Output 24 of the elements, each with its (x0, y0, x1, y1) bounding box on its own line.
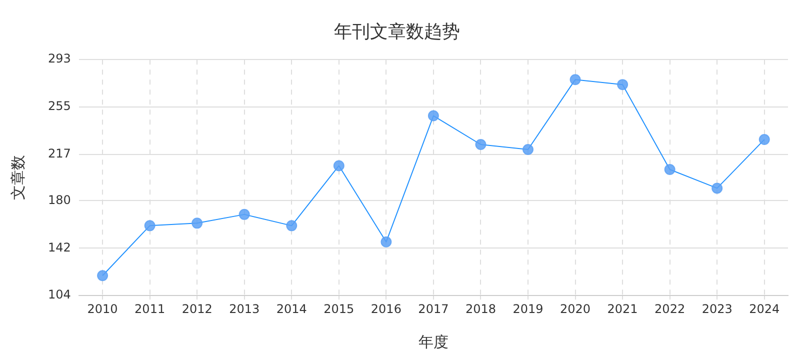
x-tick-label: 2024 (749, 302, 780, 316)
x-tick-label: 2022 (654, 302, 686, 316)
y-tick-label: 142 (48, 240, 71, 254)
x-tick-label: 2020 (560, 302, 591, 316)
x-axis-title: 年度 (418, 332, 448, 351)
x-tick-label: 2023 (702, 302, 732, 316)
x-tick-label: 2010 (87, 302, 118, 316)
y-tick-label: 255 (48, 99, 71, 114)
x-tick-label: 2015 (324, 302, 354, 316)
x-tick-label: 2018 (465, 302, 496, 316)
y-tick-label: 180 (48, 192, 71, 207)
x-tick-label: 2017 (418, 302, 449, 316)
x-tick-label: 2019 (512, 302, 544, 316)
x-tick-label: 2021 (607, 302, 638, 316)
y-tick-label: 293 (48, 52, 71, 66)
x-tick-label: 2011 (134, 302, 166, 316)
x-tick-label: 2014 (276, 302, 307, 316)
x-tick-label: 2016 (370, 302, 402, 316)
x-tick-label: 2013 (229, 302, 260, 316)
x-tick-label: 2012 (182, 302, 212, 316)
y-axis-title: 文章数 (8, 155, 27, 200)
y-tick-label: 217 (48, 146, 71, 161)
chart-title: 年刊文章数趋势 (334, 21, 460, 42)
y-tick-label: 104 (48, 288, 71, 302)
